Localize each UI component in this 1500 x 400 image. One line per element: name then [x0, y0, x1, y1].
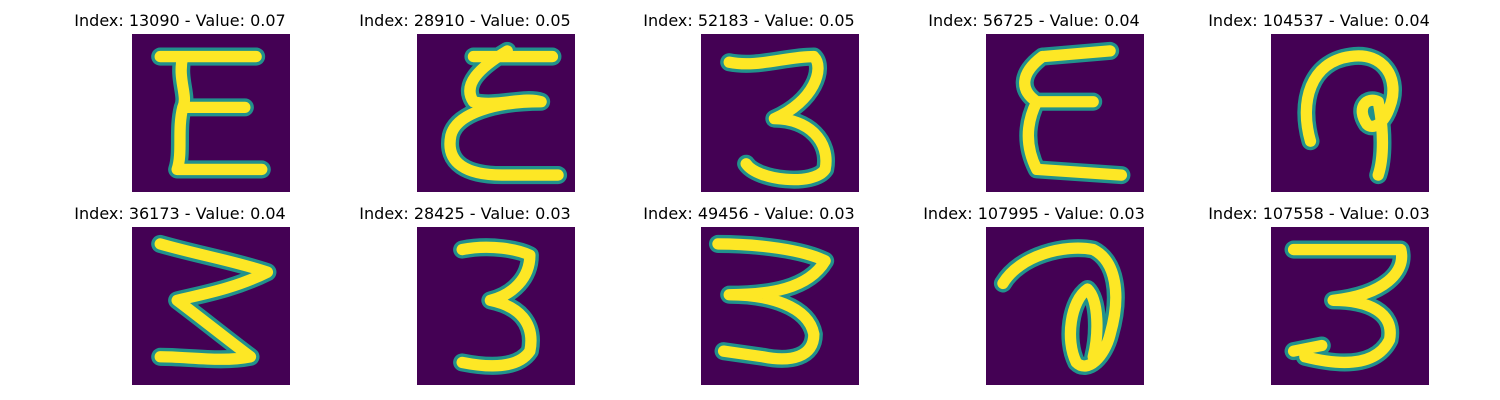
panel-1: Index: 13090 - Value: 0.07	[30, 0, 330, 192]
panel-title: Index: 52183 - Value: 0.05	[643, 11, 855, 30]
digit-image	[1271, 227, 1429, 385]
panel-title: Index: 104537 - Value: 0.04	[1208, 11, 1430, 30]
digit-image	[986, 34, 1144, 192]
panel-4: Index: 56725 - Value: 0.04	[884, 0, 1184, 192]
panel-title: Index: 28425 - Value: 0.03	[359, 204, 571, 223]
panel-3: Index: 52183 - Value: 0.05	[599, 0, 899, 192]
panel-title: Index: 107995 - Value: 0.03	[923, 204, 1145, 223]
panel-9: Index: 107995 - Value: 0.03	[884, 193, 1184, 385]
digit-image	[132, 227, 290, 385]
digit-image	[986, 227, 1144, 385]
panel-6: Index: 36173 - Value: 0.04	[30, 193, 330, 385]
panel-7: Index: 28425 - Value: 0.03	[315, 193, 615, 385]
panel-title: Index: 107558 - Value: 0.03	[1208, 204, 1430, 223]
panel-8: Index: 49456 - Value: 0.03	[599, 193, 899, 385]
digit-image	[701, 227, 859, 385]
panel-title: Index: 36173 - Value: 0.04	[74, 204, 286, 223]
panel-10: Index: 107558 - Value: 0.03	[1169, 193, 1469, 385]
panel-2: Index: 28910 - Value: 0.05	[315, 0, 615, 192]
digit-image	[132, 34, 290, 192]
digit-image	[1271, 34, 1429, 192]
panel-title: Index: 49456 - Value: 0.03	[643, 204, 855, 223]
panel-title: Index: 13090 - Value: 0.07	[74, 11, 286, 30]
digit-image	[417, 227, 575, 385]
digit-image	[417, 34, 575, 192]
digit-image	[701, 34, 859, 192]
panel-title: Index: 56725 - Value: 0.04	[928, 11, 1140, 30]
panel-title: Index: 28910 - Value: 0.05	[359, 11, 571, 30]
panel-5: Index: 104537 - Value: 0.04	[1169, 0, 1469, 192]
